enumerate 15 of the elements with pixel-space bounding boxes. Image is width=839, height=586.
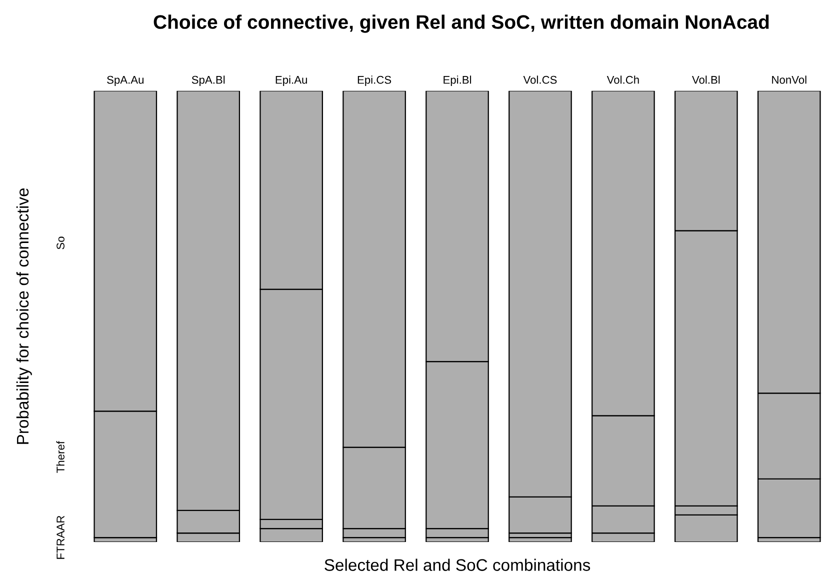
y-axis-title: Probability for choice of connective xyxy=(16,188,32,444)
x-tick-label: Epi.Bl xyxy=(444,76,472,86)
x-tick-label: SpA.Au xyxy=(107,76,144,86)
x-tick-label: NonVol xyxy=(772,76,806,84)
text: FTRAAR xyxy=(56,516,64,559)
x-tick-label: Epi.Au xyxy=(276,76,307,86)
chart-title: Choice of connective, given Rel and SoC, written domain NonAcad xyxy=(154,14,769,33)
x-tick-label: Vol.Bl xyxy=(692,76,720,84)
text: Theref xyxy=(56,440,64,473)
x-tick-label: Vol.Ch xyxy=(606,76,639,84)
x-tick-label: Vol.CS xyxy=(523,76,557,84)
x-tick-label: SpA.Bl xyxy=(192,76,225,86)
x-tick-label: Epi.CS xyxy=(358,76,392,86)
text: So xyxy=(56,236,64,250)
x-axis-title: Selected Rel and SoC combinations xyxy=(324,558,590,571)
